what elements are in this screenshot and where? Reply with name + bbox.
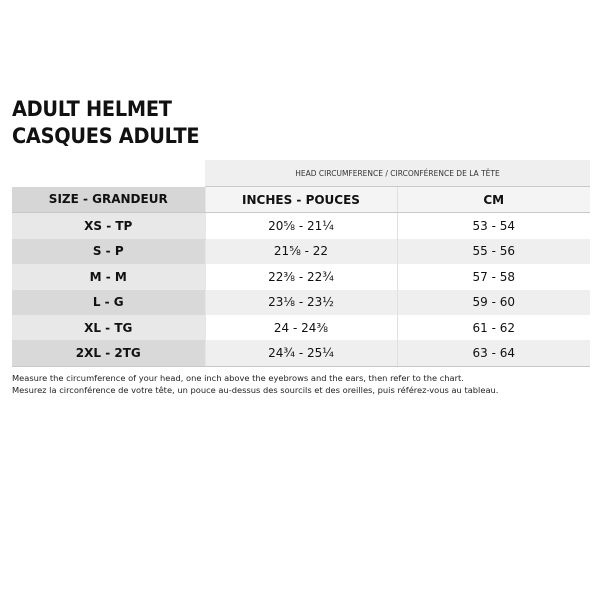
inches-column-header: INCHES - POUCES: [205, 186, 398, 214]
note-english: Measure the circumference of your head, …: [12, 373, 464, 383]
inches-cell: 24¾ - 25¼: [205, 340, 398, 367]
note-french: Mesurez la circonférence de votre tête, …: [12, 385, 499, 395]
inches-cell: 23⅛ - 23½: [205, 289, 398, 315]
inches-cell: 20⅝ - 21¼: [205, 212, 398, 239]
cm-column-header: CM: [397, 186, 590, 214]
cm-cell: 55 - 56: [397, 238, 590, 265]
cm-cell: 61 - 62: [397, 314, 590, 341]
size-cell: XL - TG: [12, 314, 206, 341]
cm-cell: 59 - 60: [397, 289, 590, 315]
cm-cell: 63 - 64: [397, 340, 590, 367]
title-french: CASQUES ADULTE: [12, 124, 200, 148]
inches-cell: 24 - 24⅜: [205, 314, 398, 341]
inches-cell: 21⅝ - 22: [205, 238, 398, 265]
size-cell: S - P: [12, 238, 206, 265]
size-chart-table: HEAD CIRCUMFERENCE / CIRCONFÉRENCE DE LA…: [12, 160, 590, 367]
table-row: L - G 23⅛ - 23½ 59 - 60: [12, 289, 590, 315]
cm-cell: 53 - 54: [397, 212, 590, 239]
table-row: XS - TP 20⅝ - 21¼ 53 - 54: [12, 212, 590, 239]
table-row: 2XL - 2TG 24¾ - 25¼ 63 - 64: [12, 340, 590, 367]
head-circumference-header: HEAD CIRCUMFERENCE / CIRCONFÉRENCE DE LA…: [205, 160, 590, 187]
size-cell: XS - TP: [12, 212, 206, 239]
size-cell: 2XL - 2TG: [12, 340, 206, 367]
size-column-header: SIZE - GRANDEUR: [12, 186, 206, 214]
table-row: M - M 22⅜ - 22¾ 57 - 58: [12, 264, 590, 290]
size-cell: M - M: [12, 264, 206, 290]
measurement-note: Measure the circumference of your head, …: [12, 372, 498, 396]
cm-cell: 57 - 58: [397, 264, 590, 290]
size-cell: L - G: [12, 289, 206, 315]
inches-cell: 22⅜ - 22¾: [205, 264, 398, 290]
column-header-row: SIZE - GRANDEUR INCHES - POUCES CM: [12, 186, 590, 214]
table-row: XL - TG 24 - 24⅜ 61 - 62: [12, 314, 590, 341]
title-english: ADULT HELMET: [12, 97, 172, 121]
table-row: S - P 21⅝ - 22 55 - 56: [12, 238, 590, 265]
group-header-row: HEAD CIRCUMFERENCE / CIRCONFÉRENCE DE LA…: [12, 160, 590, 187]
page-title: ADULT HELMET CASQUES ADULTE: [12, 96, 200, 150]
